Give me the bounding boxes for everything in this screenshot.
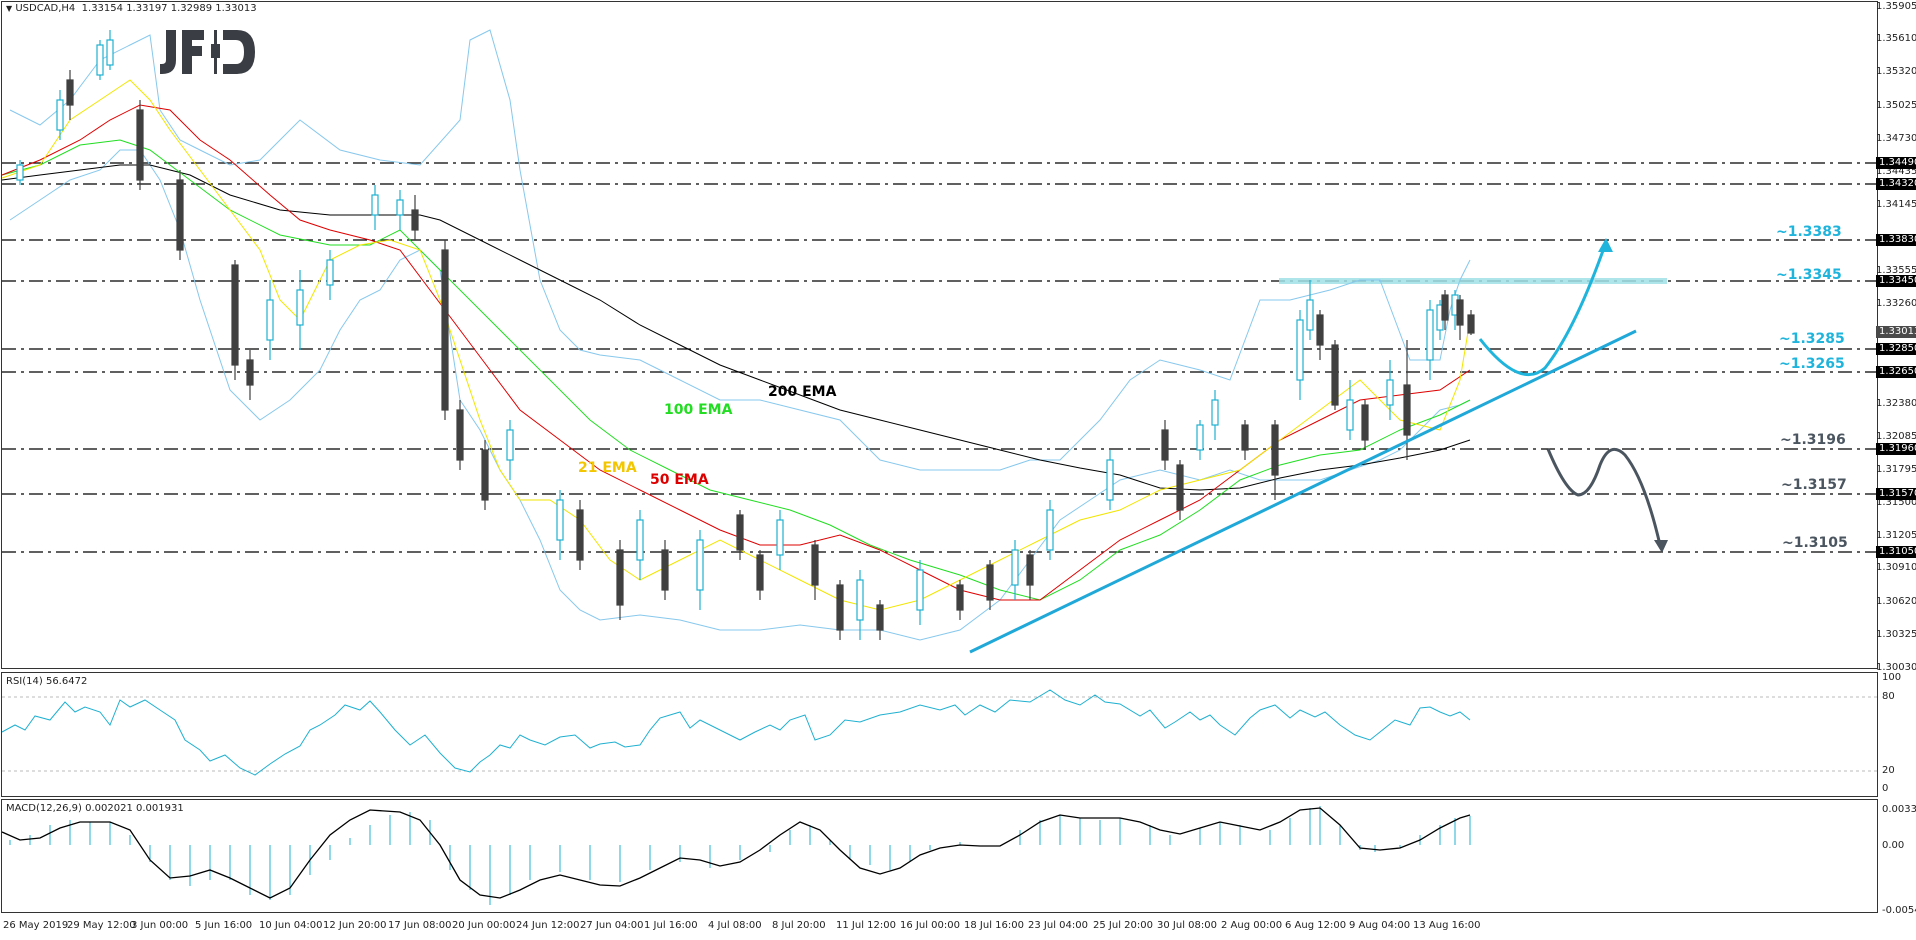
jfd-logo-icon bbox=[160, 30, 255, 74]
time-tick: 1 Jul 16:00 bbox=[644, 920, 698, 931]
price-chart-canvas bbox=[1, 29, 1878, 654]
time-tick: 17 Jun 08:00 bbox=[388, 920, 452, 931]
price-tick: 1.35025 bbox=[1876, 100, 1916, 111]
time-tick: 6 Aug 12:00 bbox=[1285, 920, 1347, 931]
level-price-box: 1.33450 bbox=[1876, 275, 1916, 287]
price-tick: 1.30620 bbox=[1876, 596, 1916, 607]
time-tick: 27 Jun 04:00 bbox=[580, 920, 644, 931]
level-price-box: 1.34490 bbox=[1876, 157, 1916, 169]
time-tick: 25 Jul 20:00 bbox=[1093, 920, 1153, 931]
macd-title: MACD(12,26,9) 0.002021 0.001931 bbox=[6, 803, 184, 814]
rsi-axis-tick: 0 bbox=[1882, 783, 1889, 794]
price-tick: 1.35320 bbox=[1876, 66, 1916, 77]
price-tick: 1.31500 bbox=[1876, 497, 1916, 508]
price-tick: 1.33260 bbox=[1876, 298, 1916, 309]
level-price-box: 1.32850 bbox=[1876, 343, 1916, 355]
level-annotation: ~1.3285 bbox=[1779, 331, 1845, 347]
time-tick: 18 Jul 16:00 bbox=[964, 920, 1024, 931]
time-tick: 26 May 2019 bbox=[3, 920, 69, 931]
price-tick: 1.30325 bbox=[1876, 629, 1916, 640]
symbol-label: USDCAD,H4 bbox=[15, 3, 76, 14]
jfd-logo bbox=[160, 28, 260, 76]
price-tick: 1.35905 bbox=[1876, 1, 1916, 12]
level-price-box: 1.34320 bbox=[1876, 178, 1916, 190]
ema200-label: 200 EMA bbox=[768, 384, 837, 400]
time-tick: 3 Jun 00:00 bbox=[131, 920, 189, 931]
level-price-box: 1.31960 bbox=[1876, 443, 1916, 455]
price-tick: 1.31795 bbox=[1876, 464, 1916, 475]
price-tick: 1.30910 bbox=[1876, 562, 1916, 573]
level-annotation: ~1.3265 bbox=[1779, 356, 1845, 372]
macd-axis-tick: 0.003384 bbox=[1882, 804, 1916, 815]
uptrend-line bbox=[969, 329, 1637, 654]
current-price-box: 1.33013 bbox=[1876, 326, 1916, 338]
ema21-label: 21 EMA bbox=[578, 460, 637, 476]
level-annotation: ~1.3383 bbox=[1776, 224, 1842, 240]
level-lines bbox=[2, 162, 1878, 553]
time-tick: 12 Jun 20:00 bbox=[323, 920, 387, 931]
time-tick: 29 May 12:00 bbox=[67, 920, 136, 931]
level-annotation: ~1.3345 bbox=[1776, 267, 1842, 283]
price-tick: 1.32085 bbox=[1876, 431, 1916, 442]
bearish-arrow-head-icon bbox=[1654, 540, 1668, 553]
time-tick: 20 Jun 00:00 bbox=[452, 920, 516, 931]
time-tick: 8 Jul 20:00 bbox=[772, 920, 826, 931]
rsi-panel[interactable] bbox=[1, 672, 1878, 797]
time-tick: 11 Jul 12:00 bbox=[836, 920, 896, 931]
time-tick: 9 Aug 04:00 bbox=[1349, 920, 1411, 931]
macd-axis-tick: 0.00 bbox=[1882, 840, 1905, 851]
level-price-box: 1.33830 bbox=[1876, 234, 1916, 246]
ohlc-values: 1.33154 1.33197 1.32989 1.33013 bbox=[81, 3, 257, 14]
price-tick: 1.31205 bbox=[1876, 530, 1916, 541]
chart-header: ▼ USDCAD,H4 1.33154 1.33197 1.32989 1.33… bbox=[6, 3, 257, 14]
price-tick: 1.34435 bbox=[1876, 166, 1916, 177]
level-price-box: 1.31050 bbox=[1876, 546, 1916, 558]
price-tick: 1.35610 bbox=[1876, 33, 1916, 44]
macd-panel[interactable] bbox=[1, 799, 1878, 913]
candles bbox=[16, 30, 1475, 640]
price-tick: 1.34145 bbox=[1876, 199, 1916, 210]
time-tick: 5 Jun 16:00 bbox=[195, 920, 253, 931]
time-tick: 2 Aug 00:00 bbox=[1221, 920, 1283, 931]
time-tick: 4 Jul 08:00 bbox=[708, 920, 762, 931]
collapse-triangle-icon[interactable]: ▼ bbox=[6, 4, 13, 13]
level-annotation: ~1.3105 bbox=[1782, 535, 1848, 551]
rsi-axis-tick: 80 bbox=[1882, 691, 1895, 702]
level-annotation: ~1.3196 bbox=[1780, 432, 1846, 448]
rsi-axis-tick: 20 bbox=[1882, 765, 1895, 776]
level-price-box: 1.32650 bbox=[1876, 366, 1916, 378]
rsi-axis-tick: 100 bbox=[1882, 672, 1902, 683]
price-tick: 1.32380 bbox=[1876, 398, 1916, 409]
ema100-label: 100 EMA bbox=[664, 402, 733, 418]
bullish-arrow-head-icon bbox=[1598, 238, 1613, 252]
resistance-zone bbox=[1279, 278, 1667, 284]
time-tick: 10 Jun 04:00 bbox=[259, 920, 323, 931]
price-tick: 1.30030 bbox=[1876, 662, 1916, 673]
level-price-box: 1.31570 bbox=[1876, 488, 1916, 500]
macd-axis-tick: -0.005438 bbox=[1882, 905, 1916, 916]
time-tick: 30 Jul 08:00 bbox=[1157, 920, 1217, 931]
price-tick: 1.33555 bbox=[1876, 265, 1916, 276]
bullish-path bbox=[1478, 244, 1607, 377]
price-tick: 1.34730 bbox=[1876, 133, 1916, 144]
time-tick: 24 Jun 12:00 bbox=[516, 920, 580, 931]
ema50-label: 50 EMA bbox=[650, 472, 709, 488]
bearish-path bbox=[1546, 447, 1662, 546]
level-annotation: ~1.3157 bbox=[1781, 477, 1847, 493]
rsi-title: RSI(14) 56.6472 bbox=[6, 676, 88, 687]
time-tick: 13 Aug 16:00 bbox=[1413, 920, 1481, 931]
time-tick: 16 Jul 00:00 bbox=[900, 920, 960, 931]
time-tick: 23 Jul 04:00 bbox=[1028, 920, 1088, 931]
